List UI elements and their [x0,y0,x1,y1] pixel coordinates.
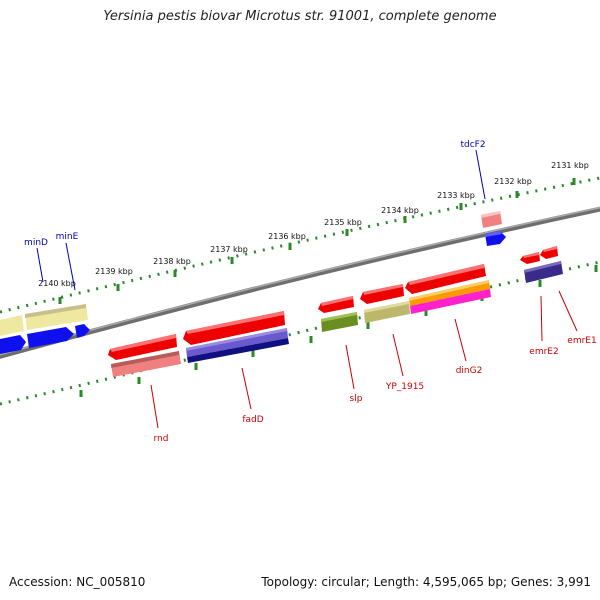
scale-label: 2131 kbp [551,161,589,170]
leader-line [558,290,578,332]
scale-label: 2134 kbp [381,206,419,215]
scale-label: 2133 kbp [437,191,475,200]
scale-label: 2138 kbp [153,257,191,266]
gene-feature-slp-cog[interactable] [321,312,358,332]
leader-line [65,242,76,291]
reverse-features [108,246,563,377]
leader-line [475,149,486,200]
gene-feature-mind-cog[interactable] [0,315,24,337]
leader-line [241,367,252,410]
gene-feature-emre-cog[interactable] [524,261,563,283]
gene-feature-mine-cog[interactable] [25,304,88,330]
gene-label-slp[interactable]: slp [350,394,363,404]
outer-tick-row [0,176,600,314]
scale-label: 2135 kbp [324,218,362,227]
inner-major-ticks [79,265,598,397]
gene-label-yp1915[interactable]: YP_1915 [385,382,424,392]
gene-feature-fadd-cog2[interactable] [187,338,289,363]
accession-label: Accession: NC_005810 [9,575,146,589]
gene-label-mine[interactable]: minE [56,232,79,242]
genome-summary: Topology: circular; Length: 4,595,065 bp… [261,575,591,589]
gene-label-tdcf2[interactable]: tdcF2 [460,140,485,150]
gene-label-emre2[interactable]: emrE2 [529,347,558,357]
gene-label-ding2[interactable]: dinG2 [456,366,483,376]
outer-major-ticks [58,178,576,304]
map-title: Yersinia pestis biovar Microtus str. 910… [103,9,497,24]
gene-feature-ding2-cog2[interactable] [410,289,491,314]
scale-label: 2136 kbp [268,232,306,241]
gene-feature-mind[interactable] [0,335,26,355]
gene-feature-yp1915-cog[interactable] [364,301,410,323]
gene-label-rnd[interactable]: rnd [154,434,169,444]
forward-leaders [36,149,486,291]
gene-label-fadd[interactable]: fadD [242,415,263,425]
leader-line [150,384,159,429]
leader-line [392,333,404,377]
scale-label: 2132 kbp [494,177,532,186]
gene-label-mind[interactable]: minD [24,238,48,248]
scale-label: 2139 kbp [95,267,133,276]
gene-feature-mine[interactable] [75,324,90,338]
leader-line [454,318,467,362]
scale-label: 2137 kbp [210,245,248,254]
leader-line [345,344,355,390]
leader-line [36,247,44,283]
forward-features [0,211,506,355]
reverse-leaders [150,290,578,429]
leader-line [540,295,543,342]
genome-backbone [0,206,600,359]
gene-feature-mine-arrow[interactable] [27,327,74,348]
scale-label: 2140 kbp [38,279,76,288]
gene-label-emre1[interactable]: emrE1 [567,336,596,346]
